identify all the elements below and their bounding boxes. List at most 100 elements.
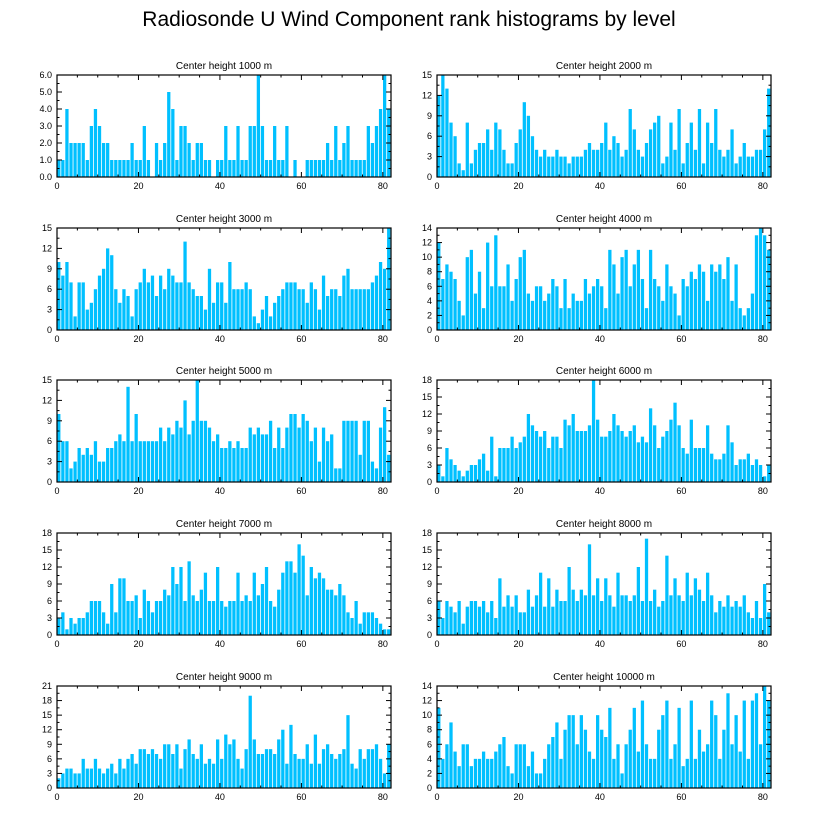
bar [648, 129, 653, 177]
bar [191, 160, 195, 177]
bar [714, 715, 718, 788]
bar [122, 160, 126, 177]
bar [701, 751, 706, 788]
bar [742, 143, 746, 177]
bar [118, 578, 122, 635]
bar [203, 572, 208, 635]
bar [325, 589, 330, 635]
bar [449, 606, 453, 635]
bar [264, 296, 269, 330]
bar [305, 744, 309, 788]
x-tick-label: 80 [378, 334, 388, 344]
bar [114, 773, 118, 788]
x-tick-label: 20 [513, 792, 523, 802]
bar [101, 268, 106, 330]
bar [93, 109, 98, 177]
bar [526, 589, 531, 635]
bar [260, 434, 265, 482]
bar [685, 453, 689, 482]
bar [563, 729, 567, 788]
bar [596, 578, 600, 635]
bar [374, 468, 379, 482]
bar [738, 156, 742, 177]
bar [317, 572, 322, 635]
y-tick-label: 12 [422, 696, 432, 706]
bar [534, 286, 539, 330]
bar [289, 282, 293, 330]
bar [277, 427, 281, 482]
bar [228, 744, 232, 788]
bar [730, 744, 734, 788]
bar [317, 309, 322, 330]
bar [746, 308, 750, 330]
bar [175, 420, 179, 482]
y-tick-label: 15 [422, 70, 432, 80]
bar [301, 414, 305, 482]
bar [510, 163, 514, 177]
bar [616, 143, 620, 177]
bar [469, 465, 474, 482]
bar [346, 715, 350, 788]
bar [754, 149, 759, 177]
bar [710, 700, 714, 788]
bar [758, 618, 763, 635]
panel-7: Center height 7000 m 0 20 40 60 80 0 3 6 9 12 15 18 [42, 519, 392, 649]
bar [277, 739, 281, 788]
x-tick-label: 0 [434, 639, 439, 649]
y-tick-label: 3 [47, 613, 52, 623]
bar [644, 308, 649, 330]
panel-title: Center height 7000 m [176, 519, 272, 530]
bar [293, 160, 297, 177]
bar [473, 293, 478, 330]
bar [612, 758, 616, 788]
bar [354, 420, 358, 482]
bar [469, 163, 474, 177]
bar [657, 286, 661, 330]
bar [538, 436, 543, 482]
bar [738, 459, 742, 482]
bar [93, 758, 98, 788]
bar [134, 414, 138, 482]
bar [285, 561, 289, 635]
bar [256, 595, 261, 635]
bar [85, 768, 89, 788]
y-tick-label: 9 [47, 579, 52, 589]
bar [57, 262, 61, 330]
bar [547, 448, 551, 482]
bar [69, 282, 73, 330]
bar [673, 293, 677, 330]
bar [248, 695, 252, 788]
bar [85, 160, 89, 177]
bar [138, 749, 142, 788]
bar [722, 156, 726, 177]
bar [158, 601, 163, 635]
bar [502, 606, 506, 635]
bar [338, 754, 342, 788]
bar [555, 436, 559, 482]
bar [366, 289, 370, 330]
bar [624, 249, 628, 330]
y-tick-label: 12 [42, 725, 52, 735]
bar [146, 282, 151, 330]
bar [150, 749, 155, 788]
bar [665, 431, 669, 482]
bar [281, 289, 285, 330]
bar [510, 773, 514, 788]
bar [207, 268, 212, 330]
y-tick-label: 8 [427, 267, 432, 277]
bar [264, 567, 269, 635]
panel-title: Center height 5000 m [176, 366, 272, 377]
x-tick-label: 80 [378, 486, 388, 496]
bar [374, 126, 379, 177]
bar [522, 744, 526, 788]
bar [653, 589, 657, 635]
x-tick-label: 80 [758, 792, 768, 802]
bar [321, 578, 326, 635]
bar [583, 729, 588, 788]
bar [669, 122, 673, 177]
bar [167, 427, 171, 482]
y-tick-label: 6 [427, 596, 432, 606]
bar [248, 601, 252, 635]
x-tick-label: 60 [296, 334, 306, 344]
x-tick-label: 40 [215, 334, 225, 344]
